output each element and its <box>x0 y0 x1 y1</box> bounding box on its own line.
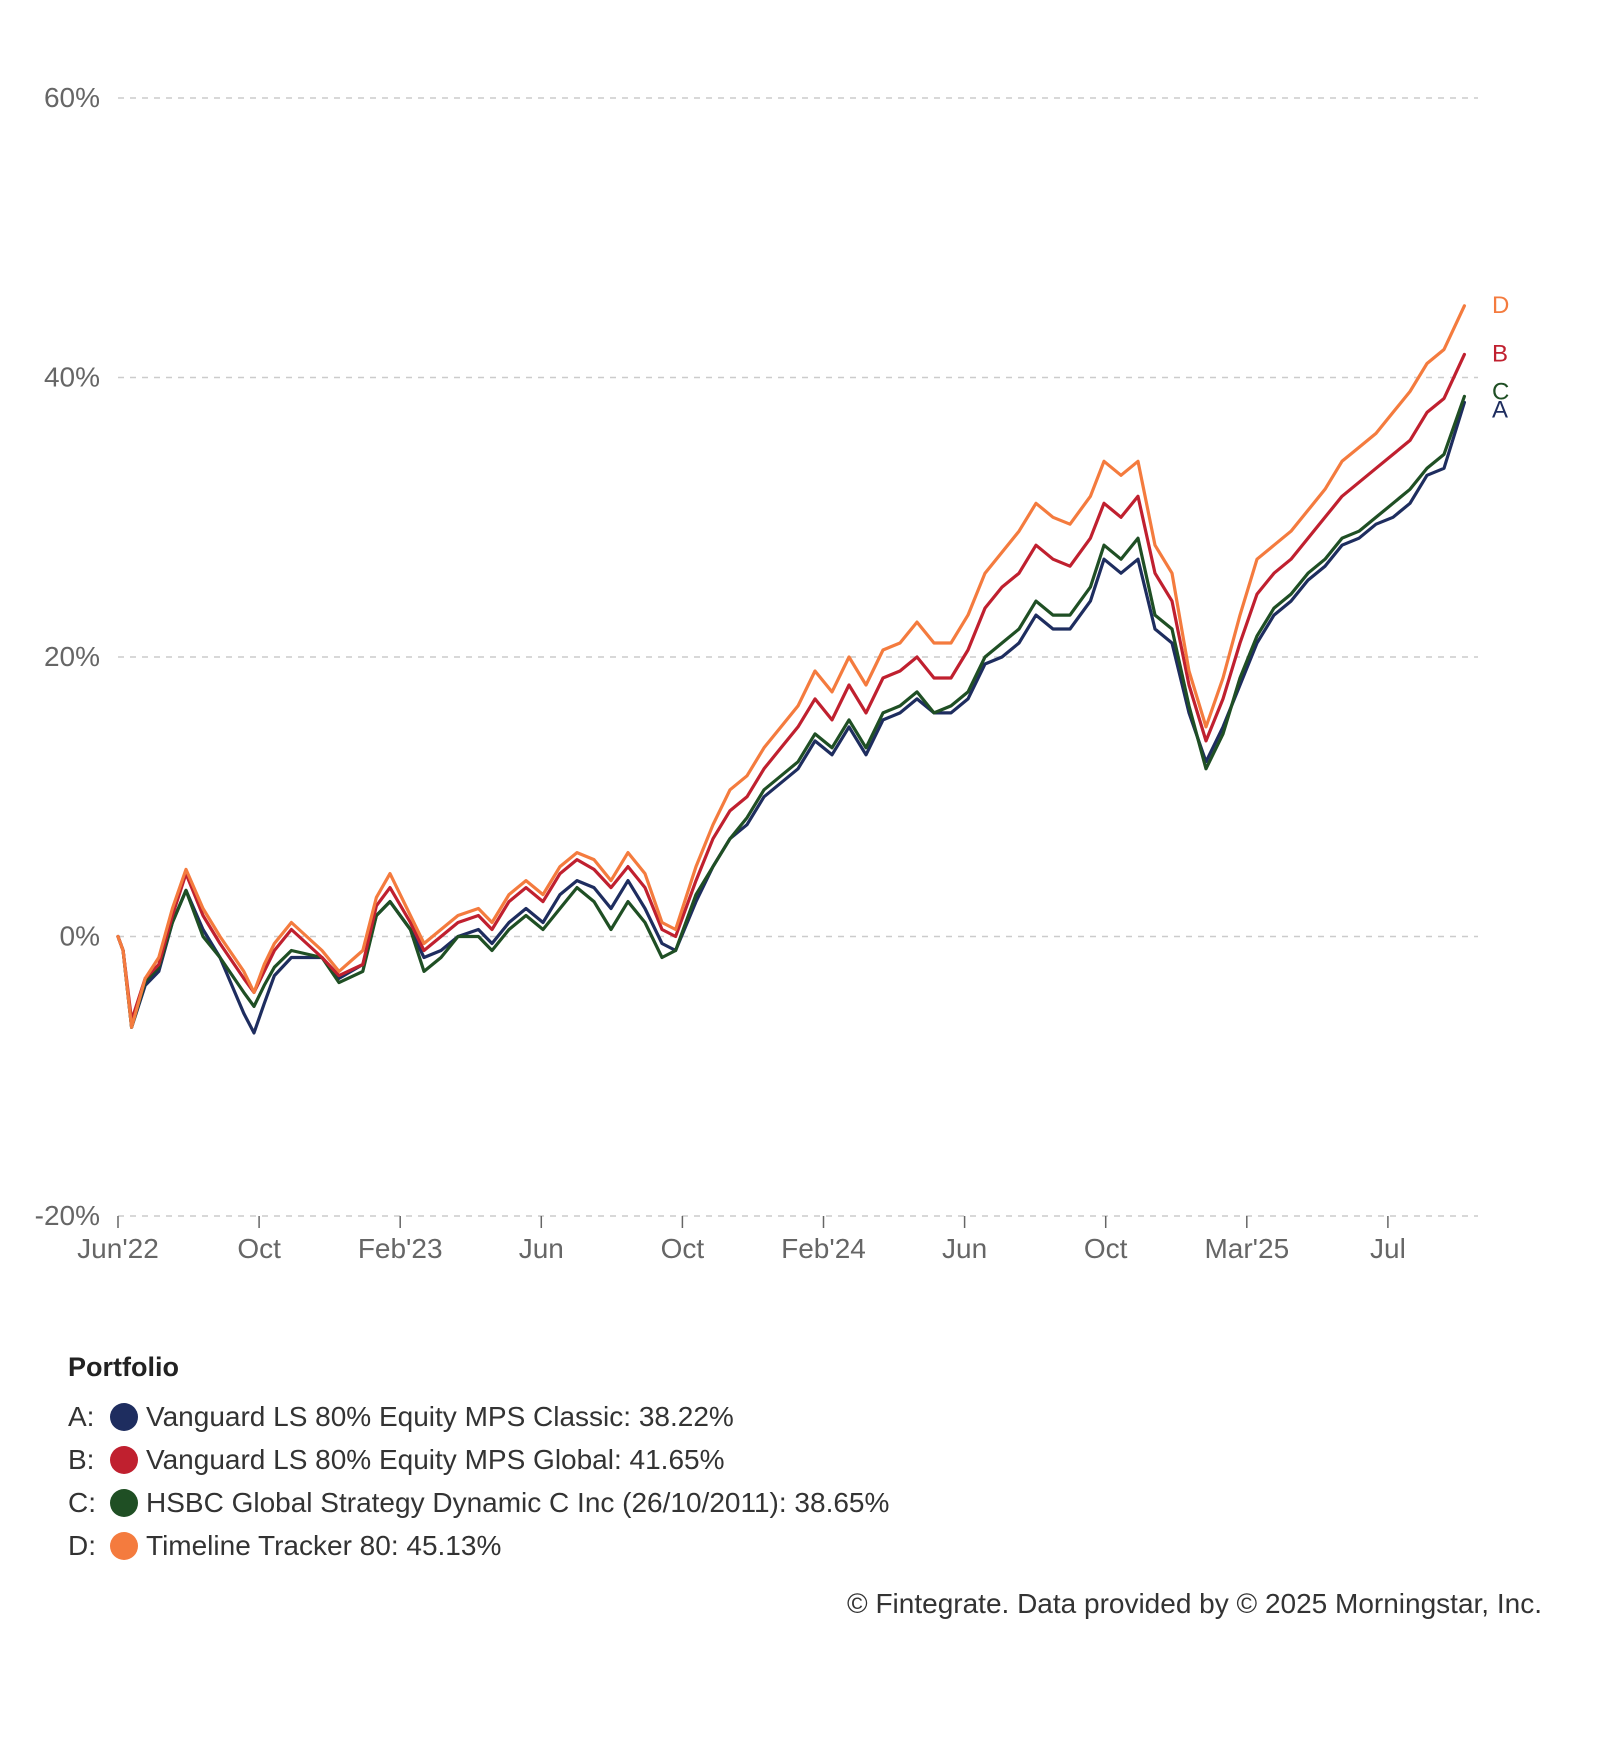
legend-label: Vanguard LS 80% Equity MPS Global: 41.65… <box>146 1443 725 1475</box>
legend-key: A: <box>68 1400 95 1432</box>
legend-title: Portfolio <box>68 1352 179 1382</box>
series-line-c <box>116 394 1467 1029</box>
series-end-label-b: B <box>1492 340 1508 367</box>
gridlines <box>118 97 1478 1217</box>
legend-dot-icon <box>110 1531 138 1560</box>
x-tick-label: Jun <box>519 1233 564 1264</box>
legend-label: Timeline Tracker 80: 45.13% <box>146 1529 502 1561</box>
series-end-label-c: C <box>1492 378 1509 405</box>
legend-dot-icon <box>110 1402 138 1431</box>
legend-item-a: A: Vanguard LS 80% Equity MPS Classic: 3… <box>68 1395 1168 1438</box>
x-tick-label: Oct <box>237 1233 281 1264</box>
x-tick-label: Oct <box>661 1233 705 1264</box>
x-tick-label: Oct <box>1084 1233 1128 1264</box>
x-axis: Jun'22 Oct Feb'23 Jun Oct Feb'24 Jun Oct Mar'25 J… <box>77 1216 1406 1264</box>
data-credit: © Fintegrate. Data provided by © 2025 Mo… <box>847 1588 1542 1619</box>
x-tick-label: Mar'25 <box>1204 1233 1289 1264</box>
x-tick-label: Jul <box>1370 1233 1406 1264</box>
y-tick-label: 60% <box>44 82 100 113</box>
y-tick-label: 0% <box>60 921 100 952</box>
legend-label: Vanguard LS 80% Equity MPS Classic: 38.2… <box>146 1400 734 1432</box>
legend-key: C: <box>68 1486 96 1518</box>
series-end-label-d: D <box>1492 292 1509 319</box>
series-end-label-a: A <box>1492 396 1508 423</box>
y-tick-label: 40% <box>44 362 100 393</box>
series-line-b <box>116 352 1467 1023</box>
y-tick-label: 20% <box>44 641 100 672</box>
performance-chart: 60% 40% 20% 0% -20% Jun'22 Oct Feb'23 Jun Oct Feb… <box>35 82 1510 1264</box>
legend-key: D: <box>68 1529 96 1561</box>
legend-item-c: C: HSBC Global Strategy Dynamic C Inc (2… <box>68 1481 1168 1524</box>
x-tick-label: Feb'24 <box>781 1233 866 1264</box>
legend-dot-icon <box>110 1488 138 1517</box>
y-axis-ticks: 60% 40% 20% 0% -20% <box>35 82 100 1231</box>
series-line-a <box>116 400 1467 1035</box>
series-lines <box>116 304 1467 1035</box>
legend-item-b: B: Vanguard LS 80% Equity MPS Global: 41… <box>68 1438 1168 1481</box>
legend-key: B: <box>68 1443 95 1475</box>
x-tick-label: Jun'22 <box>77 1233 159 1264</box>
legend-dot-icon <box>110 1445 138 1474</box>
y-tick-label: -20% <box>35 1200 100 1231</box>
legend-item-d: D: Timeline Tracker 80: 45.13% <box>68 1524 1168 1567</box>
legend: Portfolio A: Vanguard LS 80% Equity MPS … <box>68 1352 1168 1567</box>
series-line-d <box>116 304 1467 1029</box>
x-tick-label: Jun <box>942 1233 987 1264</box>
x-tick-label: Feb'23 <box>358 1233 443 1264</box>
legend-label: HSBC Global Strategy Dynamic C Inc (26/1… <box>146 1486 890 1518</box>
series-end-labels: A BC D <box>1492 292 1509 424</box>
